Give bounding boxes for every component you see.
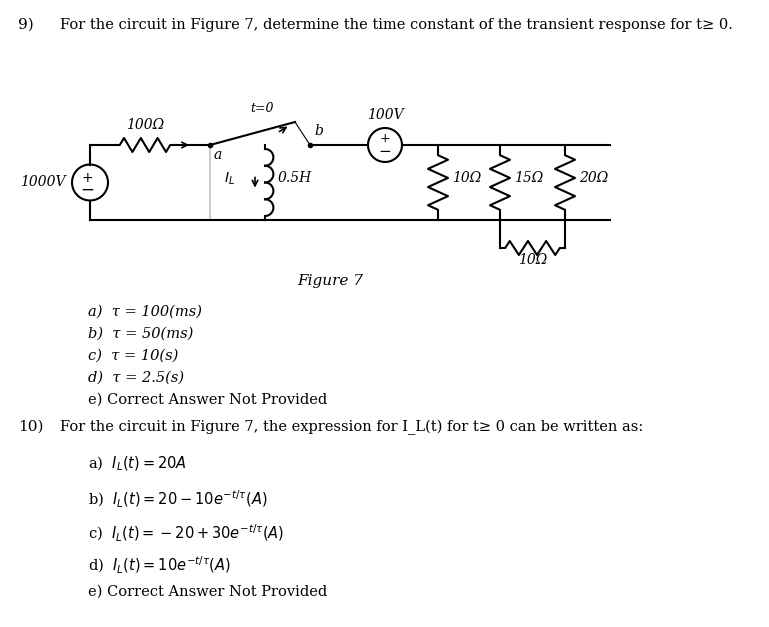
Text: b)  $I_L(t) = 20 - 10e^{-t/\tau}(A)$: b) $I_L(t) = 20 - 10e^{-t/\tau}(A)$ — [88, 489, 268, 510]
Text: 10Ω: 10Ω — [452, 172, 481, 186]
Text: Figure 7: Figure 7 — [297, 274, 363, 288]
Text: e) Correct Answer Not Provided: e) Correct Answer Not Provided — [88, 393, 328, 407]
Text: 0.5H: 0.5H — [278, 172, 312, 186]
Text: For the circuit in Figure 7, the expression for I_L(t) for t≥ 0 can be written a: For the circuit in Figure 7, the express… — [60, 420, 643, 435]
Text: 10Ω: 10Ω — [518, 253, 547, 267]
Text: b)  τ = 50(ms): b) τ = 50(ms) — [88, 327, 193, 341]
Text: +: + — [82, 171, 93, 184]
Text: −: − — [378, 144, 391, 159]
Text: c)  τ = 10(s): c) τ = 10(s) — [88, 349, 178, 363]
Text: c)  $I_L(t) = -20 + 30e^{-t/\tau}(A)$: c) $I_L(t) = -20 + 30e^{-t/\tau}(A)$ — [88, 523, 285, 544]
Text: t=0: t=0 — [251, 102, 275, 115]
Text: $I_L$: $I_L$ — [224, 171, 235, 187]
Text: d)  τ = 2.5(s): d) τ = 2.5(s) — [88, 371, 184, 385]
Text: 100Ω: 100Ω — [126, 118, 164, 132]
Text: −: − — [80, 181, 94, 199]
Text: 100V: 100V — [367, 108, 403, 122]
Text: a: a — [214, 148, 222, 162]
Text: a)  τ = 100(ms): a) τ = 100(ms) — [88, 305, 202, 319]
Text: 20Ω: 20Ω — [579, 172, 608, 186]
Text: 10): 10) — [18, 420, 44, 434]
Text: 1000V: 1000V — [21, 176, 66, 189]
Text: b: b — [314, 124, 323, 138]
Text: 15Ω: 15Ω — [514, 172, 543, 186]
Text: For the circuit in Figure 7, determine the time constant of the transient respon: For the circuit in Figure 7, determine t… — [60, 18, 733, 32]
Text: +: + — [380, 132, 391, 145]
Text: a)  $I_L(t) = 20A$: a) $I_L(t) = 20A$ — [88, 455, 187, 473]
Text: e) Correct Answer Not Provided: e) Correct Answer Not Provided — [88, 585, 328, 599]
Text: 9): 9) — [18, 18, 34, 32]
Text: d)  $I_L(t) = 10e^{-t/\tau}(A)$: d) $I_L(t) = 10e^{-t/\tau}(A)$ — [88, 555, 231, 576]
